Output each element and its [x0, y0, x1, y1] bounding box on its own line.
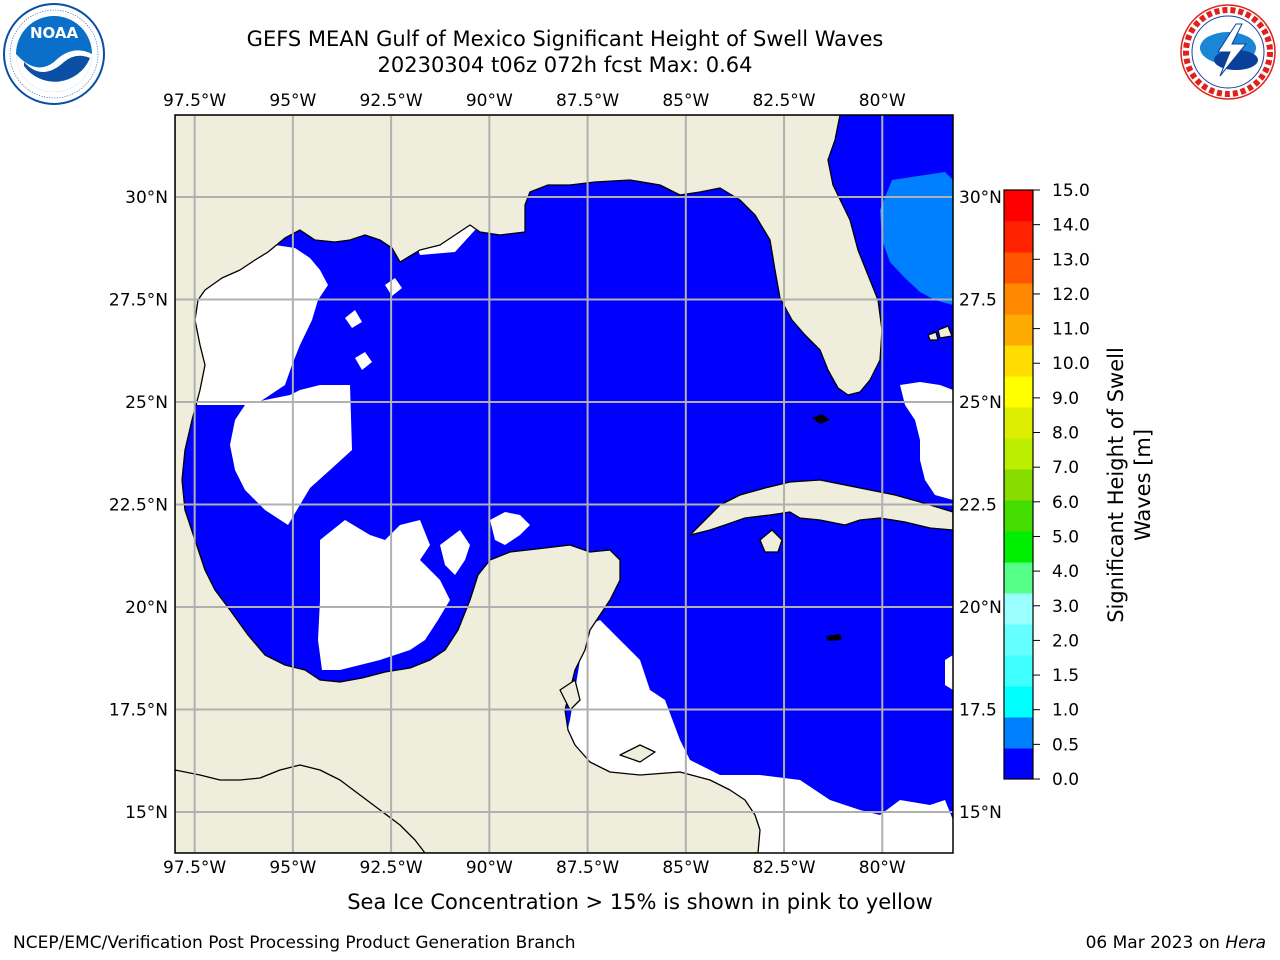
- lon-tick-label: 90°W: [466, 91, 513, 111]
- colorbar-segment: [1004, 686, 1033, 718]
- lat-tick-label: 15°N: [959, 803, 1002, 823]
- lat-tick-label: 20°N: [125, 598, 168, 618]
- colorbar-segment: [1004, 314, 1033, 346]
- lon-tick-label: 87.5°W: [556, 91, 619, 111]
- lon-tick-label: 92.5°W: [360, 858, 423, 878]
- colorbar-segment: [1004, 717, 1033, 749]
- lat-tick-label: 17.5: [959, 701, 997, 721]
- map-frame: [174, 114, 954, 854]
- colorbar-tick-label: 12.0: [1052, 285, 1090, 305]
- map-gridlines: [175, 115, 953, 853]
- lon-tick-label: 97.5°W: [163, 858, 226, 878]
- colorbar-segment: [1004, 655, 1033, 687]
- sea-ice-footnote: Sea Ice Concentration > 15% is shown in …: [347, 890, 933, 914]
- title-line-2: 20230304 t06z 072h fcst Max: 0.64: [377, 53, 753, 77]
- colorbar-tick-label: 5.0: [1052, 527, 1079, 547]
- lat-tick-label: 27.5°N: [109, 291, 168, 311]
- noaa-logo-icon: NOAA: [3, 3, 105, 105]
- lon-tick-label: 85°W: [662, 858, 709, 878]
- lon-tick-label: 92.5°W: [360, 91, 423, 111]
- colorbar-segment: [1004, 469, 1033, 501]
- title-line-1: GEFS MEAN Gulf of Mexico Significant Hei…: [246, 27, 884, 51]
- nws-logo-icon: [1180, 4, 1276, 100]
- colorbar-segment: [1004, 562, 1033, 594]
- lon-tick-label: 90°W: [466, 858, 513, 878]
- credit-line: NCEP/EMC/Verification Post Processing Pr…: [13, 933, 576, 953]
- lon-tick-label: 80°W: [859, 858, 906, 878]
- lon-tick-label: 97.5°W: [163, 91, 226, 111]
- lon-tick-label: 95°W: [269, 91, 316, 111]
- lon-tick-label: 82.5°W: [752, 858, 815, 878]
- florida-keys: [812, 414, 830, 424]
- lon-tick-label: 87.5°W: [556, 858, 619, 878]
- colorbar-segment: [1004, 438, 1033, 470]
- colorbar-segment: [1004, 593, 1033, 625]
- colorbar-tick-label: 15.0: [1052, 181, 1090, 201]
- noaa-logo-text: NOAA: [30, 24, 79, 42]
- lat-tick-label: 30°N: [125, 188, 168, 208]
- lat-tick-label: 22.5°N: [109, 496, 168, 516]
- lat-labels-left: 30°N 27.5°N 25°N 22.5°N 20°N 17.5°N 15°N: [109, 188, 168, 823]
- lat-tick-label: 30°N: [959, 188, 1002, 208]
- colorbar-segment: [1004, 283, 1033, 315]
- colorbar-tick-label: 13.0: [1052, 250, 1090, 270]
- lat-tick-label: 22.5: [959, 496, 997, 516]
- chart-title: GEFS MEAN Gulf of Mexico Significant Hei…: [0, 26, 1130, 78]
- colorbar-segment: [1004, 407, 1033, 439]
- colorbar-tick-label: 0.0: [1052, 770, 1079, 790]
- colorbar-tick-label: 8.0: [1052, 424, 1079, 444]
- colorbar-segments: [1004, 190, 1033, 780]
- lon-tick-label: 80°W: [859, 91, 906, 111]
- colorbar-segment: [1004, 624, 1033, 656]
- colorbar-segment: [1004, 531, 1033, 563]
- colorbar-tick-label: 14.0: [1052, 216, 1090, 236]
- colorbar-tick-label: 11.0: [1052, 320, 1090, 340]
- colorbar-tick-label: 0.5: [1052, 735, 1079, 755]
- lat-tick-label: 15°N: [125, 803, 168, 823]
- colorbar-label-line-1: Significant Height of Swell: [1104, 347, 1128, 623]
- datestamp: 06 Mar 2023 on Hera: [1086, 933, 1266, 953]
- lon-labels-bottom: 97.5°W 95°W 92.5°W 90°W 87.5°W 85°W 82.5°W 80°W: [163, 858, 906, 878]
- colorbar-tick-label: 3.0: [1052, 597, 1079, 617]
- colorbar-segment: [1004, 252, 1033, 284]
- lat-tick-label: 20°N: [959, 598, 1002, 618]
- datestamp-host: Hera: [1225, 933, 1266, 953]
- datestamp-date: 06 Mar 2023 on: [1085, 933, 1220, 953]
- colorbar-tick-label: 7.0: [1052, 458, 1079, 478]
- land-masses: [175, 115, 953, 853]
- colorbar-tick-label: 2.0: [1052, 631, 1079, 651]
- colorbar-segment: [1004, 190, 1033, 222]
- lat-tick-label: 17.5°N: [109, 701, 168, 721]
- lon-tick-label: 82.5°W: [752, 91, 815, 111]
- colorbar-segment: [1004, 748, 1033, 780]
- colorbar-ticks: 15.0 14.0 13.0 12.0 11.0 10.0 9.0 8.0 7.0 6.0 5.0 4…: [1033, 181, 1090, 790]
- lon-tick-label: 85°W: [662, 91, 709, 111]
- colorbar-tick-label: 4.0: [1052, 562, 1079, 582]
- lat-tick-label: 25°N: [125, 393, 168, 413]
- colorbar-tick-label: 10.0: [1052, 354, 1090, 374]
- colorbar-segment: [1004, 221, 1033, 253]
- lat-tick-label: 25°N: [959, 393, 1002, 413]
- colorbar-tick-label: 1.0: [1052, 701, 1079, 721]
- colorbar-tick-label: 1.5: [1052, 666, 1079, 686]
- colorbar-tick-label: 9.0: [1052, 389, 1079, 409]
- lon-tick-label: 95°W: [269, 858, 316, 878]
- colorbar-segment: [1004, 345, 1033, 377]
- colorbar-segment: [1004, 376, 1033, 408]
- swell-band-0.5: [880, 172, 953, 305]
- colorbar-tick-label: 6.0: [1052, 493, 1079, 513]
- lon-labels-top: 97.5°W 95°W 92.5°W 90°W 87.5°W 85°W 82.5°W 80°W: [163, 91, 906, 111]
- colorbar-label-line-2: Waves [m]: [1131, 429, 1155, 541]
- colorbar-segment: [1004, 500, 1033, 532]
- lat-labels-right: 30°N 27.5 25°N 22.5 20°N 17.5 15°N: [959, 188, 1002, 823]
- cayman-islands: [826, 634, 842, 641]
- colorbar-frame: [1003, 189, 1034, 780]
- lat-tick-label: 27.5: [959, 291, 997, 311]
